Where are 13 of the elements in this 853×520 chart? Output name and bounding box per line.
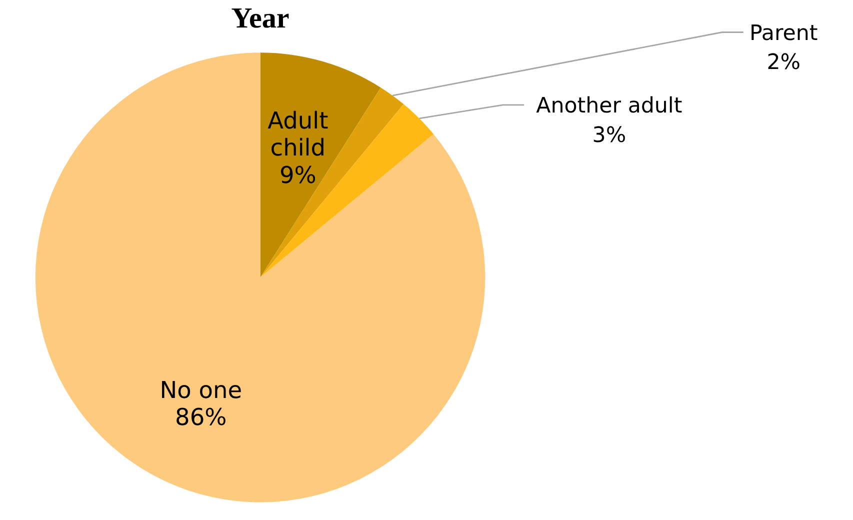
- data-label: 9%: [279, 162, 316, 189]
- pie-slice: [35, 52, 485, 502]
- slice-label: Parent: [750, 20, 818, 46]
- chart-title: Year: [231, 2, 290, 34]
- data-label: 86%: [175, 404, 227, 431]
- pie-slice: [260, 88, 404, 278]
- slice-label: Adult child: [268, 108, 328, 162]
- pie-slice: [260, 104, 434, 278]
- pie-slice: [260, 52, 381, 278]
- data-label: 2%: [766, 50, 801, 76]
- slice-label: Another adult: [536, 94, 682, 119]
- data-label: 3%: [592, 122, 626, 148]
- slice-label: No one: [160, 376, 242, 404]
